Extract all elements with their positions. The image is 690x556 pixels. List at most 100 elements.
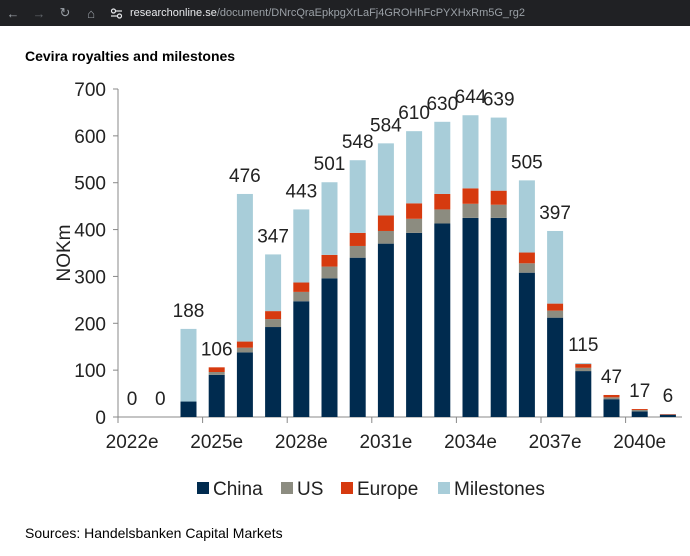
bar-segment-us	[462, 203, 479, 218]
bar-segment-us	[575, 367, 592, 372]
address-bar[interactable]: researchonline.se/document/DNrcQraEpkpgX…	[108, 3, 682, 23]
bar-segment-us	[349, 245, 366, 258]
bar-segment-europe	[518, 252, 535, 264]
y-tick-label: 100	[74, 361, 106, 382]
data-label: 639	[483, 90, 515, 111]
bar-segment-china	[659, 414, 676, 417]
bar-segment-china	[490, 217, 507, 417]
data-label: 584	[370, 115, 402, 136]
bar-segment-china	[575, 371, 592, 417]
data-label: 0	[155, 389, 166, 410]
bar-segment-milestones	[293, 209, 310, 283]
bar-segment-us	[434, 209, 451, 224]
bar-segment-europe	[265, 311, 282, 320]
bar-segment-milestones	[236, 193, 253, 342]
bar-segment-us	[490, 204, 507, 218]
data-label: 106	[201, 339, 233, 360]
y-tick-label: 200	[74, 314, 106, 335]
forward-icon[interactable]: →	[32, 5, 46, 21]
bar-segment-us	[265, 319, 282, 328]
bar-segment-us	[631, 409, 648, 412]
data-label: 630	[426, 94, 458, 115]
bar-segment-us	[321, 266, 338, 279]
bar-segment-china	[434, 223, 451, 417]
bar-segment-milestones	[349, 160, 366, 233]
x-tick-label: 2031e	[359, 432, 412, 453]
data-label: 17	[629, 381, 650, 402]
bar-segment-us	[377, 230, 394, 244]
y-tick-label: 0	[95, 408, 106, 429]
data-label: 644	[455, 87, 487, 108]
bar-segment-china	[547, 317, 564, 417]
legend-swatch-milestones	[438, 482, 450, 494]
bar-segment-europe	[462, 188, 479, 204]
bar-segment-milestones	[547, 230, 564, 304]
bar-segment-milestones	[406, 131, 423, 204]
y-tick-label: 300	[74, 267, 106, 288]
data-label: 501	[314, 154, 346, 175]
x-tick-label: 2022e	[106, 432, 159, 453]
bar-segment-milestones	[321, 182, 338, 255]
bar-segment-milestones	[575, 363, 592, 365]
bar-segment-milestones	[462, 115, 479, 189]
data-label: 443	[285, 181, 317, 202]
source-note: Sources: Handelsbanken Capital Markets	[25, 525, 283, 541]
data-label: 610	[398, 103, 430, 124]
legend-label-milestones: Milestones	[454, 479, 545, 500]
bar-segment-china	[208, 374, 225, 417]
data-label: 397	[539, 203, 571, 224]
bar-segment-europe	[547, 303, 564, 311]
bar-segment-china	[462, 217, 479, 417]
x-tick-label: 2034e	[444, 432, 497, 453]
data-label: 6	[663, 386, 674, 407]
bar-segment-us	[406, 218, 423, 233]
data-label: 505	[511, 152, 543, 173]
bar-segment-milestones	[434, 121, 451, 194]
bar-segment-europe	[208, 367, 225, 373]
bar-segment-china	[377, 243, 394, 417]
bar-segment-us	[293, 291, 310, 302]
bar-segment-europe	[321, 254, 338, 267]
y-tick-label: 600	[74, 127, 106, 148]
legend-label-us: US	[297, 479, 323, 500]
data-label: 476	[229, 166, 261, 187]
bar-segment-us	[518, 263, 535, 273]
bar-segment-europe	[631, 409, 648, 410]
bar-segment-china	[631, 411, 648, 417]
bar-segment-china	[518, 272, 535, 417]
data-label: 188	[173, 301, 205, 322]
x-tick-label: 2028e	[275, 432, 328, 453]
bar-segment-china	[180, 401, 197, 417]
y-axis-label: NOKm	[54, 225, 75, 282]
legend-label-china: China	[213, 479, 263, 500]
bar-segment-us	[547, 310, 564, 318]
legend-label-europe: Europe	[357, 479, 418, 500]
browser-toolbar: ← → ↻ ⌂ researchonline.se/document/DNrcQ…	[0, 0, 690, 26]
bar-segment-europe	[406, 203, 423, 219]
bar-segment-europe	[434, 193, 451, 210]
data-label: 115	[568, 335, 598, 356]
bar-segment-china	[349, 257, 366, 417]
y-tick-label: 700	[74, 80, 106, 101]
bar-segment-china	[406, 232, 423, 417]
legend-swatch-us	[281, 482, 293, 494]
home-icon[interactable]: ⌂	[87, 5, 95, 21]
url-path: /document/DNrcQraEpkpgXrLaFj4GROHhFcPYXH…	[216, 7, 525, 19]
x-tick-label: 2025e	[190, 432, 243, 453]
chart-title: Cevira royalties and milestones	[25, 48, 236, 64]
bar-segment-europe	[377, 215, 394, 231]
bar-segment-milestones	[377, 143, 394, 216]
bar-segment-europe	[575, 364, 592, 368]
bar-segment-us	[603, 397, 620, 400]
back-icon[interactable]: ←	[6, 5, 20, 21]
legend-swatch-china	[197, 482, 209, 494]
bar-segment-china	[265, 327, 282, 417]
bar-segment-milestones	[180, 328, 197, 402]
bar-segment-china	[293, 301, 310, 417]
site-info-icon[interactable]	[108, 5, 124, 21]
data-label: 347	[257, 226, 289, 247]
bar-segment-europe	[349, 232, 366, 246]
reload-icon[interactable]: ↻	[59, 5, 71, 20]
legend-swatch-europe	[341, 482, 353, 494]
y-tick-label: 400	[74, 221, 106, 242]
